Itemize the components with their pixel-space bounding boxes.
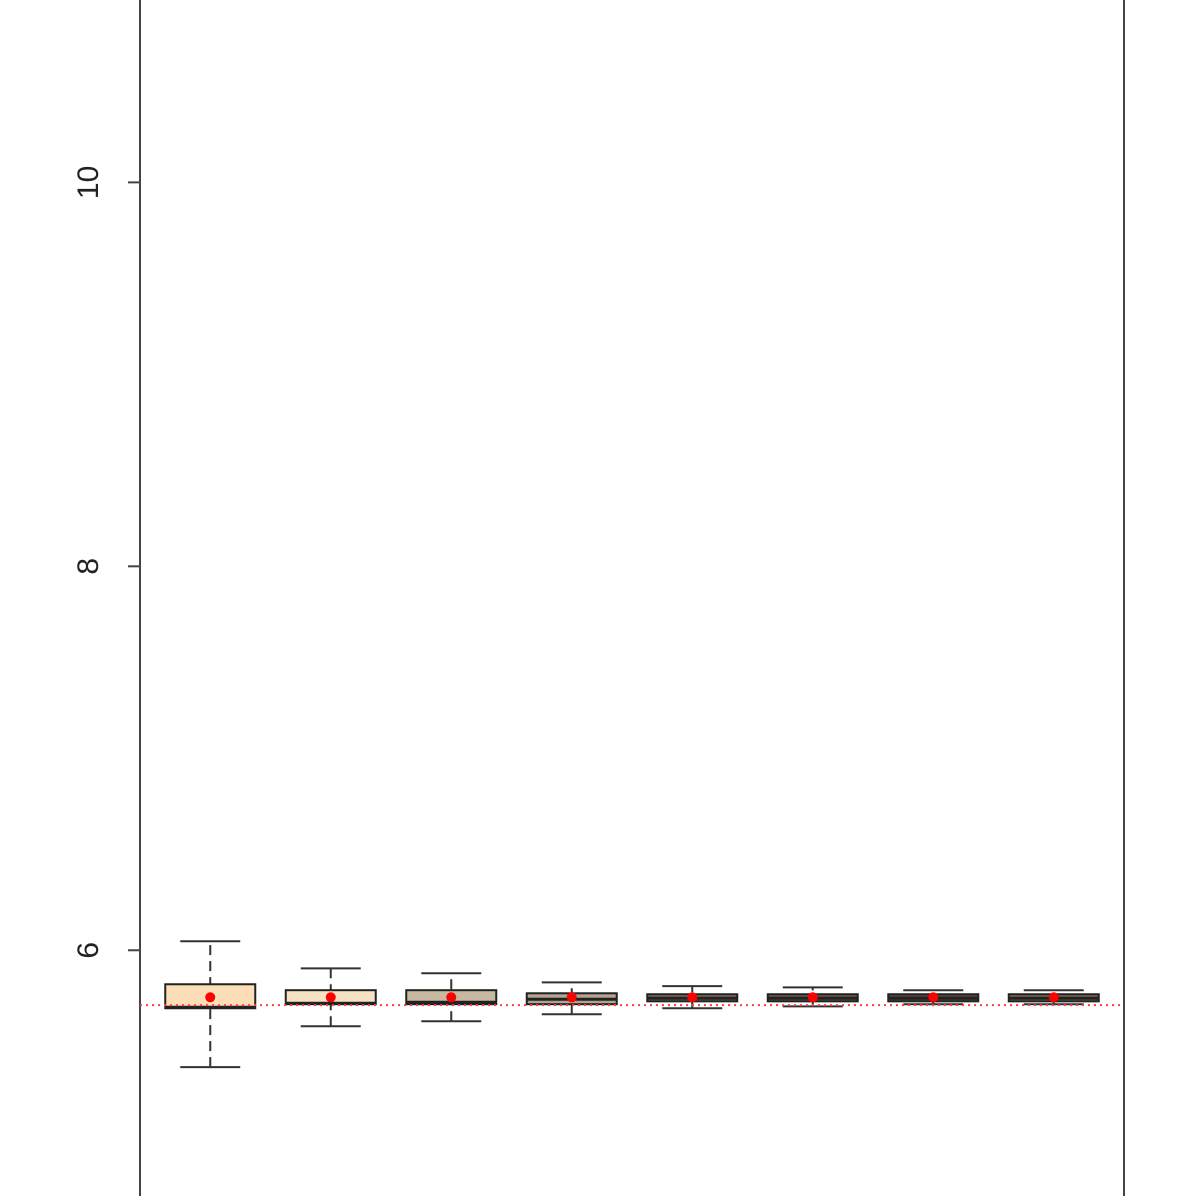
mean-point	[807, 992, 818, 1003]
y-tick-label: 10	[72, 166, 105, 199]
mean-point	[1048, 992, 1059, 1003]
mean-point	[566, 992, 577, 1003]
mean-point	[687, 992, 698, 1003]
mean-point	[205, 992, 216, 1003]
y-tick-label: 6	[72, 942, 105, 959]
mean-point	[325, 992, 336, 1003]
y-tick-label: 8	[72, 558, 105, 575]
mean-point	[928, 992, 939, 1003]
mean-point	[446, 992, 457, 1003]
